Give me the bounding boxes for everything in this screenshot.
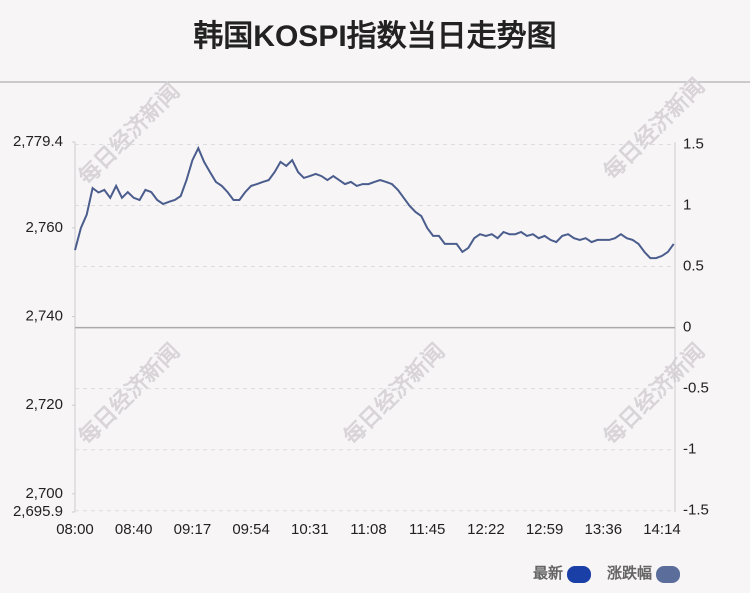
chart-title: 韩国KOSPI指数当日走势图 — [193, 20, 556, 53]
x-tick-label: 12:59 — [526, 521, 564, 538]
watermark: 每日经济新闻 — [73, 78, 185, 190]
x-tick-label: 12:22 — [467, 521, 505, 538]
legend-swatch — [567, 566, 592, 583]
x-tick-label: 13:36 — [585, 521, 623, 538]
y-tick-label: 2,695.9 — [13, 503, 63, 520]
watermarks: 每日经济新闻 每日经济新闻 每日经济新闻 每日经济新闻 每日经济新闻 — [73, 73, 710, 450]
y-tick-label: 2,740 — [25, 308, 63, 325]
y2-tick-label: -0.5 — [683, 380, 709, 397]
legend-label: 涨跌幅 — [607, 564, 652, 582]
price-line — [74, 145, 675, 260]
y2-tick-label: 0.5 — [683, 258, 704, 275]
x-tick-label: 10:31 — [291, 521, 329, 538]
legend-swatch — [656, 566, 681, 583]
x-tick-label: 14:14 — [643, 521, 681, 538]
y2-tick-label: -1.5 — [683, 502, 709, 519]
y-tick-label: 2,720 — [25, 396, 63, 413]
y2-tick-label: 0 — [683, 319, 691, 336]
y2-tick-label: -1 — [683, 441, 696, 458]
watermark: 每日经济新闻 — [598, 73, 710, 185]
x-tick-label: 11:45 — [409, 521, 445, 538]
x-tick-label: 09:17 — [174, 521, 212, 538]
x-tick-label: 08:00 — [56, 521, 94, 538]
x-tick-label: 09:54 — [232, 521, 270, 538]
y2-tick-label: 1 — [683, 196, 691, 213]
legend-label: 最新 — [533, 564, 563, 582]
x-tick-label: 08:40 — [115, 521, 153, 538]
y-tick-label: 2,760 — [25, 219, 63, 236]
x-tick-label: 11:08 — [350, 521, 386, 538]
watermark: 每日经济新闻 — [338, 338, 450, 450]
y-tick-label: 2,700 — [25, 485, 63, 502]
watermark: 每日经济新闻 — [73, 338, 185, 450]
y-tick-label: 2,779.4 — [13, 133, 63, 150]
y2-tick-label: 1.5 — [683, 135, 704, 152]
